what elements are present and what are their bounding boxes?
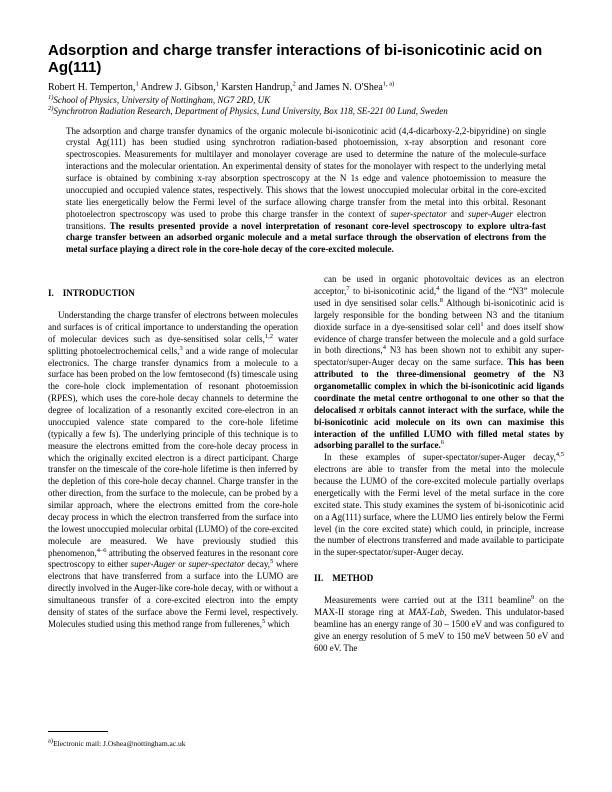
footnote-email: a)Electronic mail: J.Oshea@nottingham.ac… — [48, 739, 298, 749]
author-list: Robert H. Temperton,1 Andrew J. Gibson,1… — [48, 82, 564, 93]
intro-paragraph-3: In these examples of super-spectator/sup… — [314, 452, 564, 559]
abstract: The adsorption and charge transfer dynam… — [48, 126, 564, 257]
column-right: can be used in organic photovoltaic devi… — [314, 274, 564, 756]
affiliations: 1)School of Physics, University of Notti… — [48, 95, 564, 118]
page: Adsorption and charge transfer interacti… — [0, 0, 612, 757]
section-heading-method: II. METHOD — [314, 573, 564, 585]
intro-paragraph-1: Understanding the charge transfer of ele… — [48, 310, 298, 631]
paper-title: Adsorption and charge transfer interacti… — [48, 42, 564, 76]
two-column-body: I. INTRODUCTION Understanding the charge… — [48, 274, 564, 756]
method-paragraph-1: Measurements were carried out at the I31… — [314, 595, 564, 654]
column-left: I. INTRODUCTION Understanding the charge… — [48, 274, 298, 756]
section-heading-introduction: I. INTRODUCTION — [48, 288, 298, 300]
intro-paragraph-2: can be used in organic photovoltaic devi… — [314, 274, 564, 452]
footnote-rule — [48, 731, 108, 732]
